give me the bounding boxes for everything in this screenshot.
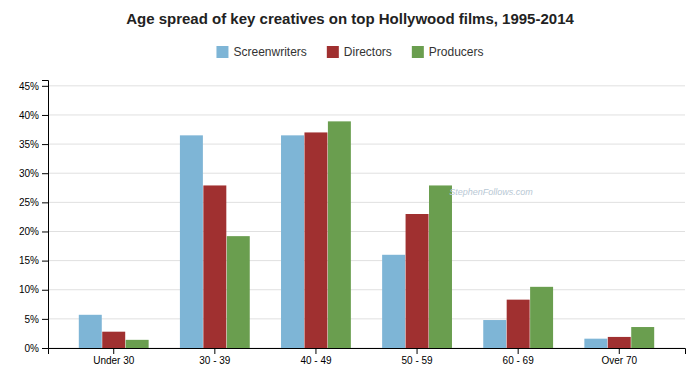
x-tick-mark xyxy=(417,348,418,354)
bar xyxy=(126,340,149,348)
legend-item: Producers xyxy=(412,45,484,59)
bar xyxy=(507,300,530,348)
x-tick-mark xyxy=(113,348,114,354)
y-tick-label: 15% xyxy=(19,255,39,266)
grid-line xyxy=(48,231,685,232)
bar xyxy=(429,185,452,348)
annotation: StephenFollows.com xyxy=(449,187,533,197)
y-tick: 5% xyxy=(25,314,48,325)
bar xyxy=(180,135,203,348)
grid-line xyxy=(48,289,685,290)
y-tick-label: 0% xyxy=(25,343,40,354)
y-tick-label: 30% xyxy=(19,168,39,179)
grid-line xyxy=(48,114,685,115)
x-tick: 50 - 59 xyxy=(401,348,433,366)
x-tick: 30 - 39 xyxy=(199,348,231,366)
bar xyxy=(227,236,250,348)
grid-line xyxy=(48,173,685,174)
y-tick-mark xyxy=(42,144,48,145)
legend-item: Screenwriters xyxy=(216,45,306,59)
x-tick-label: 40 - 49 xyxy=(300,355,332,366)
x-axis-line xyxy=(49,349,686,355)
x-tick-label: 60 - 69 xyxy=(503,355,535,366)
bar xyxy=(584,339,607,348)
y-tick-mark xyxy=(42,231,48,232)
plot: 0% 5% 10% 15% 20% 25% 30% 35% 40% 45% Under 30 30 -… xyxy=(19,81,686,367)
x-tick-mark xyxy=(619,348,620,354)
y-tick-label: 25% xyxy=(19,197,39,208)
y-tick-mark xyxy=(42,202,48,203)
bar xyxy=(304,132,327,348)
legend-swatch xyxy=(216,46,228,58)
grid-line xyxy=(48,85,685,86)
grid-line xyxy=(48,144,685,145)
y-tick-label: 45% xyxy=(19,81,39,92)
y-tick-label: 10% xyxy=(19,284,39,295)
legend-label: Producers xyxy=(429,45,484,59)
bar xyxy=(281,135,304,348)
x-tick: 60 - 69 xyxy=(503,348,535,366)
bar xyxy=(483,320,506,348)
y-tick-label: 5% xyxy=(25,314,40,325)
y-tick: 40% xyxy=(19,110,48,121)
y-tick-mark xyxy=(42,115,48,116)
x-tick: Over 70 xyxy=(601,348,637,366)
y-tick-mark xyxy=(42,86,48,87)
bar xyxy=(102,332,125,348)
x-tick-mark xyxy=(214,348,215,354)
y-tick: 20% xyxy=(19,226,48,237)
chart: Age spread of key creatives on top Holly… xyxy=(0,0,700,378)
bar xyxy=(608,337,631,348)
y-tick-mark xyxy=(42,290,48,291)
x-tick: Under 30 xyxy=(93,348,135,366)
grid-line xyxy=(48,202,685,203)
y-tick-label: 40% xyxy=(19,110,39,121)
x-tick-mark xyxy=(315,348,316,354)
y-tick-mark xyxy=(42,348,48,349)
y-axis: 0% 5% 10% 15% 20% 25% 30% 35% 40% 45% xyxy=(19,81,49,354)
bar xyxy=(406,214,429,348)
x-tick-mark xyxy=(518,348,519,354)
legend-swatch xyxy=(327,46,339,58)
y-tick-mark xyxy=(42,173,48,174)
y-tick: 15% xyxy=(19,255,48,266)
x-tick: 40 - 49 xyxy=(300,348,332,366)
y-tick-label: 20% xyxy=(19,226,39,237)
title: Age spread of key creatives on top Holly… xyxy=(126,10,574,27)
x-tick-label: 50 - 59 xyxy=(401,355,433,366)
y-tick-mark xyxy=(42,319,48,320)
bar xyxy=(530,287,553,348)
y-tick: 25% xyxy=(19,197,48,208)
legend-item: Directors xyxy=(327,45,392,59)
x-tick-label: Under 30 xyxy=(93,355,135,366)
y-tick: 45% xyxy=(19,81,48,92)
bar xyxy=(79,315,102,348)
y-tick: 10% xyxy=(19,284,48,295)
y-tick: 30% xyxy=(19,168,48,179)
y-tick: 0% xyxy=(25,343,48,354)
bar xyxy=(631,327,654,348)
y-axis-line xyxy=(42,81,49,349)
bar xyxy=(203,185,226,348)
grid-line xyxy=(48,318,685,319)
legend-label: Directors xyxy=(344,45,392,59)
y-tick: 35% xyxy=(19,139,48,150)
bar xyxy=(382,255,405,348)
legend-label: Screenwriters xyxy=(233,45,306,59)
grid-line xyxy=(48,260,685,261)
x-tick-label: Over 70 xyxy=(601,355,637,366)
x-axis: Under 30 30 - 39 40 - 49 50 - 59 60 - 69 Over… xyxy=(49,348,686,366)
grid xyxy=(48,86,685,348)
y-tick-label: 35% xyxy=(19,139,39,150)
y-tick-mark xyxy=(42,261,48,262)
legend: Screenwriters Directors Producers xyxy=(216,45,483,59)
x-tick-label: 30 - 39 xyxy=(199,355,231,366)
bar xyxy=(328,121,351,348)
legend-swatch xyxy=(412,46,424,58)
bars xyxy=(79,121,654,348)
